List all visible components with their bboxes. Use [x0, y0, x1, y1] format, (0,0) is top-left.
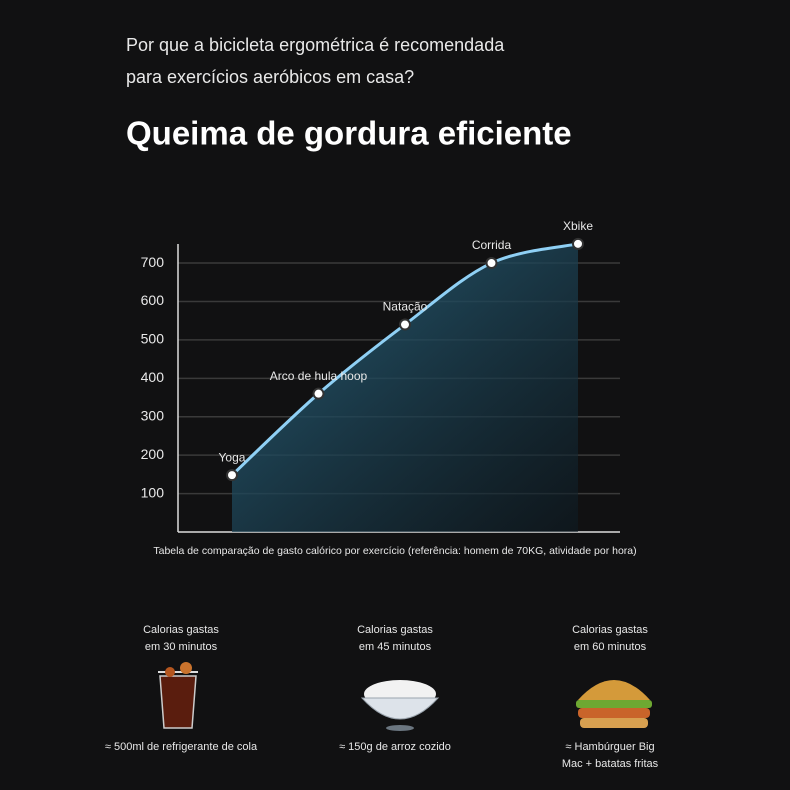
food-comparison: Calorias gastas em 30 minutos ≈ 500ml de r…	[105, 624, 659, 770]
question: para exercícios aeróbicos em casa?	[126, 67, 414, 87]
point-label: Corrida	[472, 238, 512, 252]
y-tick-label: 400	[141, 369, 165, 385]
food-item: Mac + batatas fritas	[562, 758, 659, 770]
point	[399, 318, 411, 331]
chart: 100 200 300 400 500 600 700 Yoga Arco de hula ho…	[141, 219, 637, 557]
y-tick-label: 300	[141, 407, 165, 423]
point	[572, 237, 584, 250]
food-heading: em 60 minutos	[574, 641, 647, 653]
point-label: Yoga	[219, 450, 246, 464]
cola-icon	[158, 662, 198, 729]
area	[232, 243, 578, 532]
point	[312, 387, 325, 400]
rice-icon	[360, 680, 440, 731]
y-tick-label: 200	[141, 446, 165, 462]
y-tick-label: 100	[141, 484, 165, 500]
y-tick-label: 600	[141, 292, 165, 308]
food-item: ≈ 500ml de refrigerante de cola	[105, 741, 258, 753]
question: Por que a bicicleta ergométrica é recome…	[126, 35, 505, 55]
food-heading: Calorias gastas	[143, 624, 219, 636]
point-label: Natação	[383, 300, 428, 314]
title: Queima de gordura eficiente	[126, 115, 572, 152]
food-heading: em 45 minutos	[359, 641, 432, 653]
food-heading: Calorias gastas	[572, 624, 648, 636]
point	[226, 469, 238, 482]
point-label: Arco de hula hoop	[270, 369, 368, 383]
y-tick-label: 500	[141, 331, 165, 347]
caption: Tabela de comparação de gasto calórico p…	[153, 545, 636, 557]
food-item: ≈ Hambúrguer Big	[565, 741, 654, 753]
y-tick-label: 700	[141, 254, 165, 270]
food-item: ≈ 150g de arroz cozido	[339, 741, 451, 753]
point-label: Xbike	[563, 219, 593, 233]
point	[485, 257, 498, 270]
food-heading: em 30 minutos	[145, 641, 218, 653]
burger-icon	[576, 680, 652, 728]
food-heading: Calorias gastas	[357, 624, 433, 636]
